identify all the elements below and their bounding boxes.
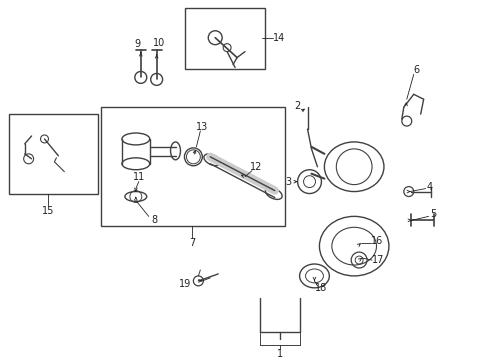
Text: 2: 2 (294, 101, 301, 111)
Text: 16: 16 (371, 236, 383, 246)
Text: 15: 15 (42, 206, 55, 216)
Bar (101, 107, 285, 226)
Text: 11: 11 (133, 172, 145, 182)
Text: 12: 12 (250, 162, 262, 172)
Text: 17: 17 (372, 255, 384, 265)
Text: 3: 3 (286, 177, 292, 186)
Text: 6: 6 (414, 66, 420, 76)
Bar (185, 8, 265, 69)
Text: 1: 1 (277, 349, 283, 359)
Bar (9, 114, 98, 194)
Text: 4: 4 (427, 181, 433, 192)
Text: 9: 9 (135, 39, 141, 49)
Text: 18: 18 (315, 283, 327, 293)
Text: 5: 5 (430, 210, 437, 219)
Text: 13: 13 (196, 122, 208, 132)
Text: 7: 7 (189, 238, 196, 248)
Text: 14: 14 (272, 33, 285, 43)
Text: 19: 19 (179, 279, 192, 289)
Text: 10: 10 (152, 38, 165, 48)
Text: 8: 8 (151, 215, 158, 225)
